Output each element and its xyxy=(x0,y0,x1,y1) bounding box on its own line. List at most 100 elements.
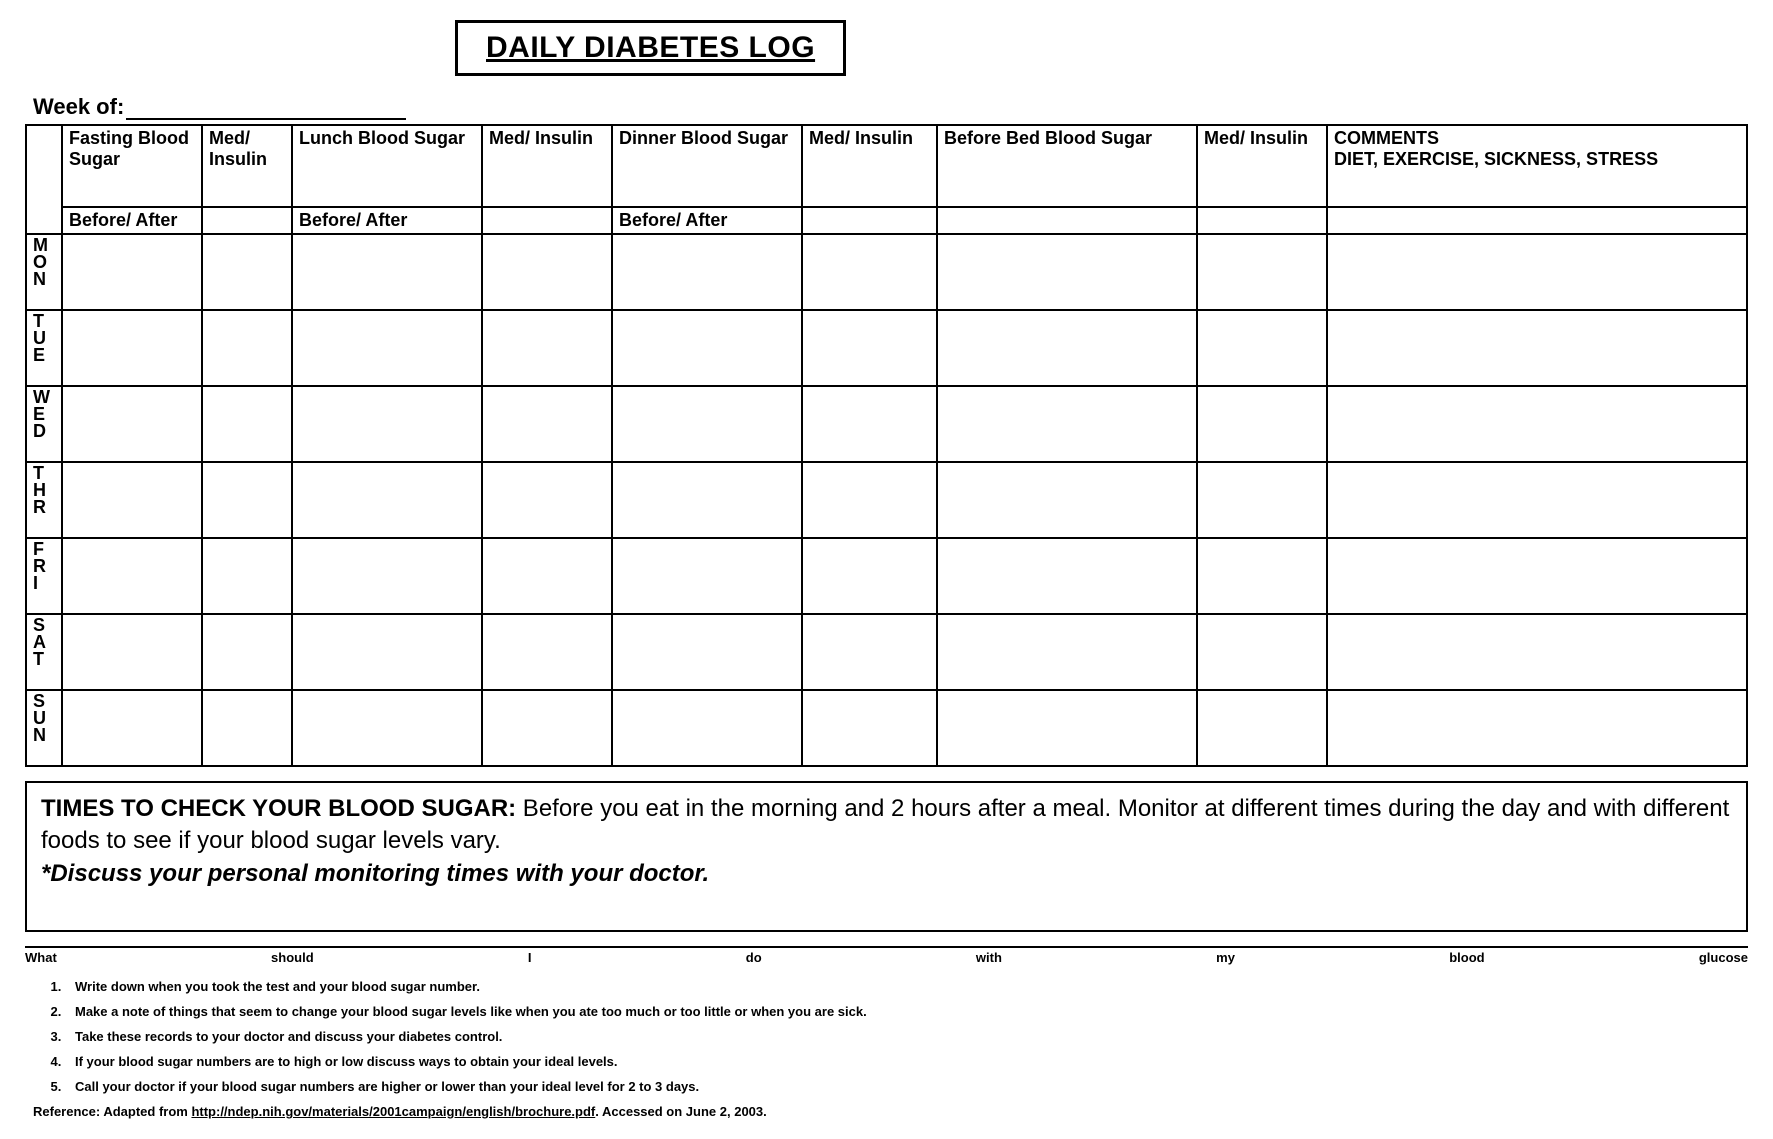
log-cell[interactable] xyxy=(62,386,202,462)
instructions-list: Write down when you took the test and yo… xyxy=(65,979,1748,1094)
week-of-line[interactable] xyxy=(126,118,406,120)
log-cell[interactable] xyxy=(802,690,937,766)
log-cell[interactable] xyxy=(202,614,292,690)
sub-med3 xyxy=(802,207,937,234)
log-cell[interactable] xyxy=(202,538,292,614)
day-label: FRI xyxy=(26,538,62,614)
log-cell[interactable] xyxy=(292,386,482,462)
hdr-beforebed: Before Bed Blood Sugar xyxy=(937,125,1197,207)
log-cell[interactable] xyxy=(1197,386,1327,462)
day-label: WED xyxy=(26,386,62,462)
hdr-med1: Med/ Insulin xyxy=(202,125,292,207)
log-cell[interactable] xyxy=(1197,462,1327,538)
instruction-item: Take these records to your doctor and di… xyxy=(65,1029,1748,1044)
log-cell[interactable] xyxy=(482,690,612,766)
log-cell[interactable] xyxy=(802,386,937,462)
log-cell[interactable] xyxy=(937,234,1197,310)
log-cell[interactable] xyxy=(292,614,482,690)
log-cell[interactable] xyxy=(1327,614,1747,690)
log-cell[interactable] xyxy=(1327,462,1747,538)
table-row: MON xyxy=(26,234,1747,310)
log-cell[interactable] xyxy=(202,234,292,310)
day-label: TUE xyxy=(26,310,62,386)
log-cell[interactable] xyxy=(612,462,802,538)
log-cell[interactable] xyxy=(62,462,202,538)
log-cell[interactable] xyxy=(1327,234,1747,310)
log-cell[interactable] xyxy=(1327,538,1747,614)
week-of-label: Week of: xyxy=(33,94,1748,120)
log-cell[interactable] xyxy=(482,234,612,310)
log-cell[interactable] xyxy=(482,386,612,462)
instruction-item: Call your doctor if your blood sugar num… xyxy=(65,1079,1748,1094)
hdr-med3: Med/ Insulin xyxy=(802,125,937,207)
log-cell[interactable] xyxy=(1197,538,1327,614)
log-cell[interactable] xyxy=(292,462,482,538)
log-cell[interactable] xyxy=(1327,310,1747,386)
log-cell[interactable] xyxy=(937,386,1197,462)
log-cell[interactable] xyxy=(1197,690,1327,766)
log-cell[interactable] xyxy=(612,386,802,462)
log-cell[interactable] xyxy=(612,310,802,386)
log-cell[interactable] xyxy=(612,614,802,690)
log-cell[interactable] xyxy=(612,234,802,310)
footer-word: blood xyxy=(1449,950,1484,965)
log-cell[interactable] xyxy=(802,614,937,690)
header-row: Fasting Blood Sugar Med/ Insulin Lunch B… xyxy=(26,125,1747,207)
log-cell[interactable] xyxy=(202,690,292,766)
log-cell[interactable] xyxy=(1327,690,1747,766)
corner-cell xyxy=(26,125,62,234)
log-cell[interactable] xyxy=(612,538,802,614)
hdr-lunch: Lunch Blood Sugar xyxy=(292,125,482,207)
info-lead: TIMES TO CHECK YOUR BLOOD SUGAR: xyxy=(41,795,516,822)
log-cell[interactable] xyxy=(292,310,482,386)
log-cell[interactable] xyxy=(482,614,612,690)
log-cell[interactable] xyxy=(1327,386,1747,462)
log-cell[interactable] xyxy=(612,690,802,766)
log-cell[interactable] xyxy=(482,310,612,386)
log-cell[interactable] xyxy=(937,310,1197,386)
page-title: DAILY DIABETES LOG xyxy=(486,31,815,64)
log-cell[interactable] xyxy=(802,310,937,386)
instruction-item: If your blood sugar numbers are to high … xyxy=(65,1054,1748,1069)
log-cell[interactable] xyxy=(937,614,1197,690)
comments-sub: DIET, EXERCISE, SICKNESS, STRESS xyxy=(1334,149,1658,169)
sub-med1 xyxy=(202,207,292,234)
log-cell[interactable] xyxy=(202,310,292,386)
log-cell[interactable] xyxy=(482,538,612,614)
hdr-med4: Med/ Insulin xyxy=(1197,125,1327,207)
footer-word: with xyxy=(976,950,1002,965)
log-cell[interactable] xyxy=(1197,614,1327,690)
log-cell[interactable] xyxy=(62,690,202,766)
log-cell[interactable] xyxy=(202,462,292,538)
log-cell[interactable] xyxy=(292,538,482,614)
hdr-med2: Med/ Insulin xyxy=(482,125,612,207)
sub-beforebed xyxy=(937,207,1197,234)
day-label: THR xyxy=(26,462,62,538)
comments-title: COMMENTS xyxy=(1334,128,1439,148)
log-cell[interactable] xyxy=(802,462,937,538)
log-cell[interactable] xyxy=(937,538,1197,614)
log-cell[interactable] xyxy=(62,310,202,386)
day-label: SAT xyxy=(26,614,62,690)
footer-word: should xyxy=(271,950,314,965)
log-cell[interactable] xyxy=(802,538,937,614)
footer-word: glucose xyxy=(1699,950,1748,965)
log-cell[interactable] xyxy=(1197,310,1327,386)
log-cell[interactable] xyxy=(62,538,202,614)
log-cell[interactable] xyxy=(937,462,1197,538)
log-cell[interactable] xyxy=(802,234,937,310)
ref-text: Adapted from xyxy=(100,1104,191,1119)
log-cell[interactable] xyxy=(292,690,482,766)
sub-dinner: Before/ After xyxy=(612,207,802,234)
log-cell[interactable] xyxy=(292,234,482,310)
log-cell[interactable] xyxy=(937,690,1197,766)
sub-lunch: Before/ After xyxy=(292,207,482,234)
week-of-text: Week of: xyxy=(33,94,124,119)
log-cell[interactable] xyxy=(1197,234,1327,310)
table-row: TUE xyxy=(26,310,1747,386)
log-cell[interactable] xyxy=(62,234,202,310)
sub-med2 xyxy=(482,207,612,234)
log-cell[interactable] xyxy=(62,614,202,690)
log-cell[interactable] xyxy=(202,386,292,462)
log-cell[interactable] xyxy=(482,462,612,538)
